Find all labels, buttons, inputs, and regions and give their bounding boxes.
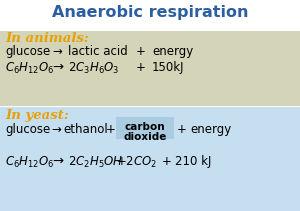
Bar: [0, 107, 300, 211]
Text: +: +: [106, 123, 116, 136]
Text: 150kJ: 150kJ: [152, 61, 184, 74]
Text: 210 kJ: 210 kJ: [175, 155, 211, 168]
Text: $2C_3H_6O_3$: $2C_3H_6O_3$: [68, 61, 119, 76]
Text: energy: energy: [152, 45, 193, 58]
Text: ethanol: ethanol: [63, 123, 108, 136]
Text: $2C_2H_5OH$: $2C_2H_5OH$: [68, 155, 123, 170]
Text: carbon: carbon: [125, 122, 165, 132]
Text: energy: energy: [190, 123, 231, 136]
Text: In yeast:: In yeast:: [5, 109, 69, 122]
Bar: [0, 31, 300, 106]
Text: +: +: [136, 61, 146, 74]
Text: $C_6H_{12}O_6$: $C_6H_{12}O_6$: [5, 155, 54, 170]
Text: Anaerobic respiration: Anaerobic respiration: [52, 5, 248, 20]
Text: In animals:: In animals:: [5, 32, 89, 45]
Text: →: →: [52, 61, 63, 74]
Text: →: →: [52, 45, 62, 58]
Text: +: +: [177, 123, 187, 136]
Text: +: +: [162, 155, 172, 168]
Text: +: +: [136, 45, 146, 58]
Text: dioxide: dioxide: [123, 132, 167, 142]
Text: $C_6H_{12}O_6$: $C_6H_{12}O_6$: [5, 61, 54, 76]
Bar: [116, 117, 174, 139]
Text: glucose: glucose: [5, 45, 50, 58]
Text: →: →: [52, 155, 63, 168]
Text: glucose: glucose: [5, 123, 50, 136]
Text: →: →: [51, 123, 61, 136]
Text: lactic acid: lactic acid: [68, 45, 128, 58]
Text: $+2CO_2$: $+2CO_2$: [116, 155, 157, 170]
